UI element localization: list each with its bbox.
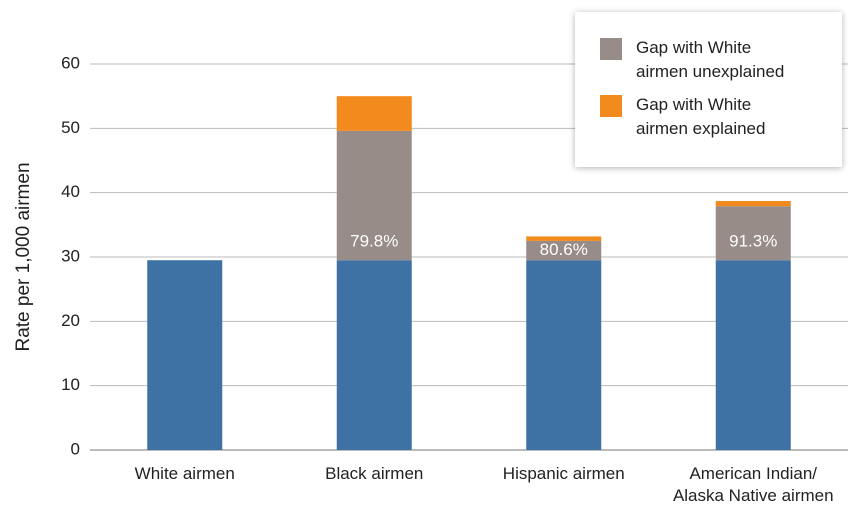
annotation: 79.8%: [350, 232, 398, 251]
y-axis-label: Rate per 1,000 airmen: [13, 162, 34, 351]
y-tick-label: 10: [61, 375, 80, 394]
x-tick-label: Hispanic airmen: [502, 464, 625, 483]
bar-segment: [526, 236, 602, 241]
x-tick-label: White airmen: [134, 464, 235, 483]
legend: Gap with White airmen unexplained Gap wit…: [575, 12, 842, 167]
bar-segment: [715, 260, 791, 450]
bar-segment: [526, 240, 602, 261]
y-tick-label: 40: [61, 182, 80, 201]
x-tick-label: Black airmen: [325, 464, 424, 483]
bar-segment: [336, 260, 412, 450]
legend-swatch: [600, 38, 622, 60]
bar-segment: [336, 96, 412, 131]
bar-segment: [715, 201, 791, 207]
annotation: 91.3%: [729, 232, 777, 251]
annotation: 80.6%: [540, 240, 588, 259]
legend-swatch: [600, 95, 622, 117]
bar-segment: [336, 130, 412, 261]
x-tick-label: American Indian/ Alaska Native airmen: [672, 464, 834, 505]
y-tick-label: 30: [61, 246, 80, 265]
y-tick-label: 0: [71, 439, 80, 458]
y-tick-label: 60: [61, 53, 80, 72]
y-tick-label: 20: [61, 311, 80, 330]
bar-segment: [147, 260, 223, 450]
bar-segment: [526, 260, 602, 450]
legend-label: Gap with White airmen unexplained: [636, 38, 785, 81]
y-tick-label: 50: [61, 118, 80, 137]
legend-label: Gap with White airmen explained: [636, 95, 766, 138]
bar-segment: [715, 206, 791, 261]
